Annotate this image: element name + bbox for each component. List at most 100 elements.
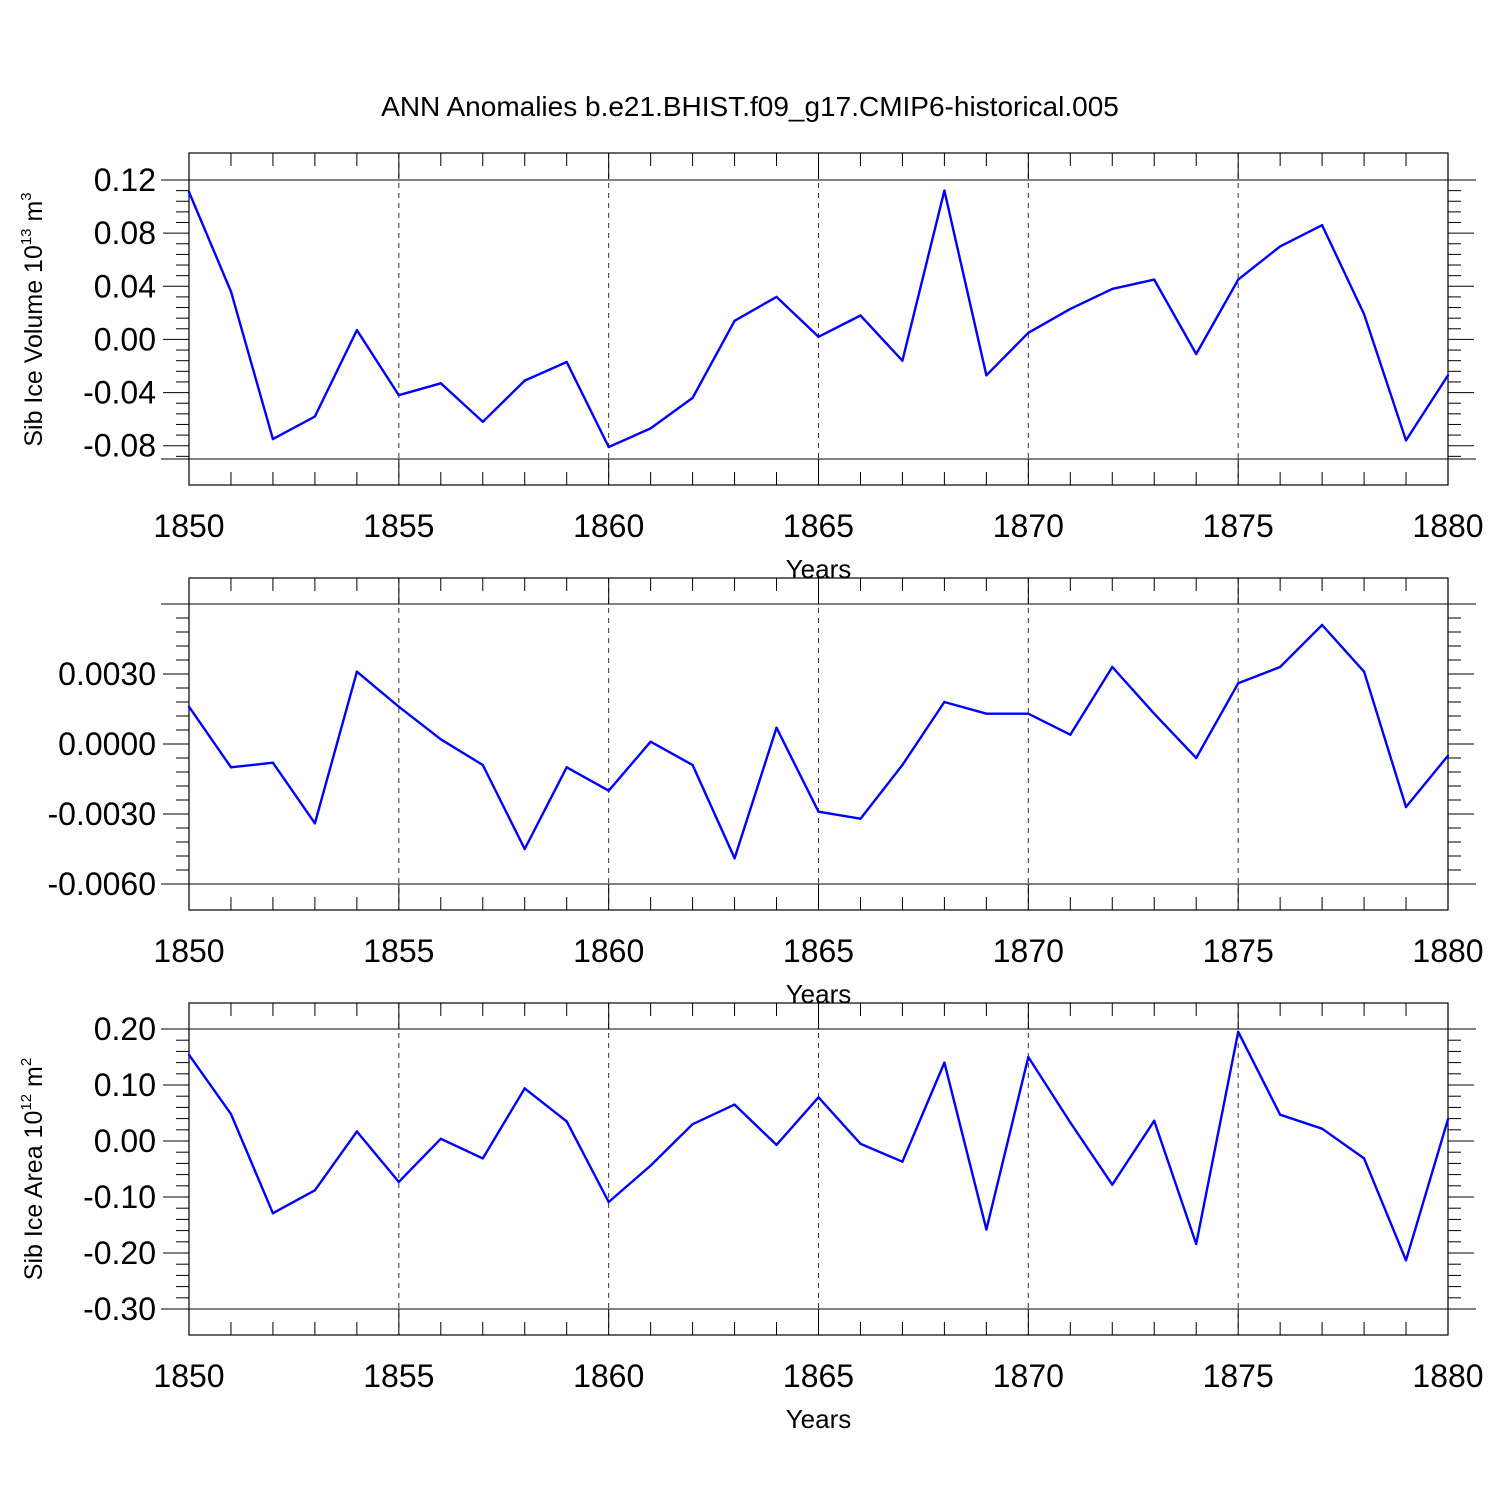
data-point: [1069, 733, 1072, 736]
y-tick-label: -0.0030: [47, 796, 156, 832]
x-tick-label: 1870: [993, 933, 1064, 969]
data-point: [985, 1228, 988, 1231]
data-point: [859, 817, 862, 820]
x-tick-label: 1850: [153, 1358, 224, 1394]
x-tick-label: 1855: [363, 933, 434, 969]
data-point: [775, 726, 778, 729]
data-point: [1111, 665, 1114, 669]
data-point: [271, 437, 275, 441]
x-tick-label: 1855: [363, 1358, 434, 1394]
data-point: [817, 1096, 820, 1099]
x-tick-label: 1865: [783, 933, 854, 969]
data-point: [1153, 1119, 1156, 1123]
data-point: [649, 740, 652, 743]
data-point: [1195, 352, 1198, 356]
data-point: [901, 763, 904, 767]
data-point: [775, 295, 778, 299]
data-point: [1027, 712, 1030, 715]
data-point: [607, 789, 610, 792]
data-point: [439, 738, 442, 741]
y-tick-label: 0.04: [94, 268, 156, 304]
data-point: [1278, 245, 1282, 248]
data-point: [1320, 1127, 1324, 1130]
data-point: [1404, 439, 1408, 442]
data-point: [943, 189, 946, 192]
panel-volume: 0.12 0.08 0.04 0.00 -0.04 -0.08 1850 1855 1860 18…: [18, 152, 1484, 584]
y-tick-label: -0.10: [83, 1179, 156, 1215]
data-point: [355, 328, 359, 332]
y-tick-label: 0.0000: [58, 726, 156, 762]
data-point: [943, 700, 946, 704]
data-point: [691, 763, 694, 767]
data-point: [397, 394, 401, 397]
data-point: [397, 1180, 401, 1184]
x-tick-label: 1860: [573, 933, 644, 969]
data-point: [1153, 712, 1156, 715]
data-point: [187, 1053, 191, 1056]
data-point: [1320, 223, 1324, 227]
data-point: [523, 847, 526, 851]
data-point: [733, 319, 736, 323]
data-point: [607, 1200, 610, 1204]
data-point: [313, 822, 317, 825]
data-point: [1446, 374, 1450, 377]
x-tick-label: 1880: [1412, 1358, 1483, 1394]
data-point: [691, 396, 694, 400]
x-tick-label: 1875: [1203, 933, 1274, 969]
data-point: [271, 1212, 275, 1215]
data-point: [565, 360, 568, 364]
data-point: [817, 335, 820, 338]
panel-snow: 0.0030 0.0000 -0.0030 -0.0060 1850 1855 1860 18…: [0, 577, 1484, 1009]
y-axis-label: Sib Ice Volume 1013 m3: [18, 192, 48, 446]
data-point: [1446, 1117, 1450, 1121]
data-point: [817, 810, 820, 813]
data-point: [1195, 1242, 1198, 1246]
data-point: [1236, 278, 1240, 281]
x-tick-label: 1865: [783, 508, 854, 544]
data-point: [229, 766, 233, 769]
data-point: [229, 1112, 233, 1116]
data-point: [481, 420, 484, 423]
data-point: [1236, 682, 1240, 685]
data-point: [1362, 1157, 1366, 1160]
data-point: [355, 670, 359, 673]
y-tick-label: 0.08: [94, 215, 156, 251]
data-point: [1278, 665, 1282, 669]
data-point: [733, 857, 736, 860]
data-point: [775, 1143, 778, 1147]
x-tick-label: 1880: [1412, 933, 1483, 969]
data-point: [1069, 1121, 1072, 1124]
y-tick-label: 0.10: [94, 1067, 156, 1103]
data-point: [649, 1164, 652, 1167]
x-tick-label: 1855: [363, 508, 434, 544]
x-tick-label: 1860: [573, 508, 644, 544]
data-point: [607, 445, 610, 449]
data-point: [1404, 1259, 1408, 1262]
data-point: [1404, 805, 1408, 809]
x-tick-label: 1875: [1203, 1358, 1274, 1394]
data-point: [523, 379, 526, 382]
panel-area: 0.20 0.10 0.00 -0.10 -0.20 -0.30 1850 1855 1860 1…: [18, 1002, 1484, 1434]
x-tick-label: 1860: [573, 1358, 644, 1394]
data-point: [985, 374, 988, 377]
data-point: [691, 1123, 694, 1126]
y-tick-label: -0.20: [83, 1235, 156, 1271]
data-point: [397, 705, 401, 708]
data-point: [1111, 1183, 1114, 1186]
data-point: [985, 712, 988, 715]
y-tick-label: 0.00: [94, 321, 156, 357]
data-point: [1446, 754, 1450, 757]
x-tick-label: 1875: [1203, 508, 1274, 544]
data-point: [355, 1130, 359, 1133]
data-point: [229, 290, 233, 293]
data-point: [1111, 287, 1114, 291]
data-point: [439, 1137, 442, 1140]
data-point: [649, 427, 652, 430]
y-axis-label: Sib Ice Area 1012 m2: [18, 1058, 48, 1280]
data-point: [859, 1142, 862, 1146]
x-tick-label: 1850: [153, 933, 224, 969]
data-point: [187, 190, 191, 194]
data-point: [733, 1103, 736, 1106]
data-point: [313, 1189, 317, 1192]
